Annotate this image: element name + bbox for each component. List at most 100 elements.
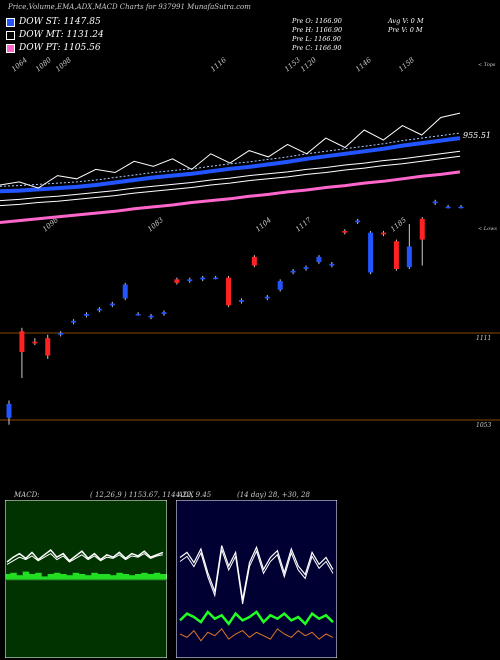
candle: [251, 256, 257, 266]
macd-histogram-bar: [66, 575, 73, 580]
candle: [393, 241, 399, 269]
macd-signal-line: [6, 552, 164, 565]
candle: [406, 246, 412, 268]
candle: [19, 331, 25, 353]
macd-histogram-bar: [60, 574, 67, 580]
candle: [303, 267, 309, 269]
legend-item-mt: DOW MT: 1131.24: [6, 30, 104, 40]
macd-histogram-bar: [16, 575, 23, 580]
macd-histogram-bar: [122, 574, 130, 580]
candle: [355, 220, 361, 223]
ema-long-line: [0, 170, 461, 224]
candle: [6, 403, 12, 418]
macd-histogram-bar: [91, 572, 98, 580]
top-label: 1064: [10, 56, 29, 74]
legend-label-pt: DOW PT: 1105.56: [19, 43, 101, 53]
candle: [290, 270, 296, 273]
adx-background: [176, 500, 337, 658]
candle: [226, 277, 232, 306]
candle: [368, 232, 374, 273]
macd-histogram-bar: [5, 574, 11, 580]
macd-histogram-bar: [147, 574, 155, 580]
macd-histogram-bar: [128, 575, 136, 580]
level-label-2: 1053: [476, 422, 491, 429]
close-line: [0, 112, 461, 189]
ohlc-col1: Pre O: 1166.90 Pre H: 1166.90 Pre L: 116…: [292, 17, 342, 53]
candle: [187, 279, 193, 282]
candle: [200, 277, 206, 280]
macd-histogram-bar: [85, 575, 92, 580]
candle: [381, 232, 387, 235]
legend-swatch-pt: [6, 43, 15, 53]
candle: [432, 201, 438, 204]
legend-item-pt: DOW PT: 1105.56: [6, 43, 101, 53]
macd-histogram-bar: [135, 574, 142, 580]
macd-histogram-bar: [10, 572, 17, 580]
adx-line-shadow: [179, 549, 334, 605]
macd-histogram-bar: [53, 572, 61, 580]
bottom-label: 1083: [146, 216, 165, 234]
ohlc-low: Pre L: 1166.90: [292, 35, 341, 43]
ema-mid-line-lower: [0, 155, 461, 207]
bottom-label: 1185: [389, 216, 408, 234]
candle: [83, 313, 89, 316]
macd-panel: [5, 500, 167, 658]
candle: [96, 308, 102, 311]
candle: [277, 281, 283, 290]
adx-label: ADX: [178, 491, 194, 499]
ema-short-line: [0, 136, 461, 194]
ohlc-open: Pre O: 1166.90: [292, 17, 342, 25]
legend-label-st: DOW ST: 1147.85: [19, 17, 101, 27]
chart-title: Price,Volume,EMA,ADX,MACD Charts for 937…: [8, 3, 251, 11]
candle: [316, 256, 322, 263]
candle: [174, 279, 180, 283]
candle: [32, 341, 38, 344]
macd-histogram-bar: [141, 572, 148, 580]
lows-label: < Lows: [478, 226, 497, 232]
macd-histogram-bar: [160, 574, 167, 580]
top-label: 1080: [34, 56, 53, 74]
top-label: 1120: [299, 56, 318, 74]
macd-histogram-bar: [28, 574, 36, 580]
candle: [419, 218, 425, 240]
ema-mid-line: [0, 150, 461, 202]
legend-swatch-mt: [6, 30, 15, 40]
top-label: 1116: [209, 56, 228, 74]
adx-line: [179, 545, 334, 601]
candle: [329, 263, 335, 266]
candle: [45, 338, 51, 356]
top-label: 1153: [283, 56, 302, 74]
top-label: 1098: [54, 56, 73, 74]
candle: [342, 230, 348, 233]
macd-histogram-bar: [97, 574, 105, 580]
legend-item-st: DOW ST: 1147.85: [6, 17, 101, 27]
macd-params: ( 12,26,9 ) 1153.67, 1144.22, 9.45: [90, 491, 212, 499]
level-label-1: 1111: [476, 335, 491, 342]
macd-histogram-bar: [22, 571, 30, 580]
top-label: 1158: [397, 56, 416, 74]
candle: [264, 296, 270, 299]
candle: [109, 303, 115, 306]
avg-volume: Avg V: 0 M: [388, 17, 424, 25]
ohlc-close: Pre C: 1166.90: [292, 44, 342, 52]
bottom-label: 1117: [294, 216, 313, 234]
macd-histogram-bar: [153, 572, 161, 580]
macd-histogram-bar: [41, 576, 48, 580]
macd-histogram-bar: [103, 574, 111, 580]
candle: [148, 315, 154, 318]
ohlc-high: Pre H: 1166.90: [292, 26, 343, 34]
macd-histogram-bar: [47, 574, 55, 580]
candle: [58, 333, 64, 335]
current-price-label: 955.51: [463, 131, 491, 140]
candle: [71, 320, 77, 323]
plus-di-line: [179, 609, 334, 626]
macd-histogram-bar: [35, 572, 42, 580]
candle: [445, 206, 451, 209]
macd-label: MACD:: [14, 491, 40, 499]
top-label: 1146: [354, 56, 373, 74]
candle: [135, 313, 141, 316]
macd-histogram-bar: [110, 575, 117, 580]
macd-line: [6, 548, 164, 563]
candle: [122, 284, 128, 299]
